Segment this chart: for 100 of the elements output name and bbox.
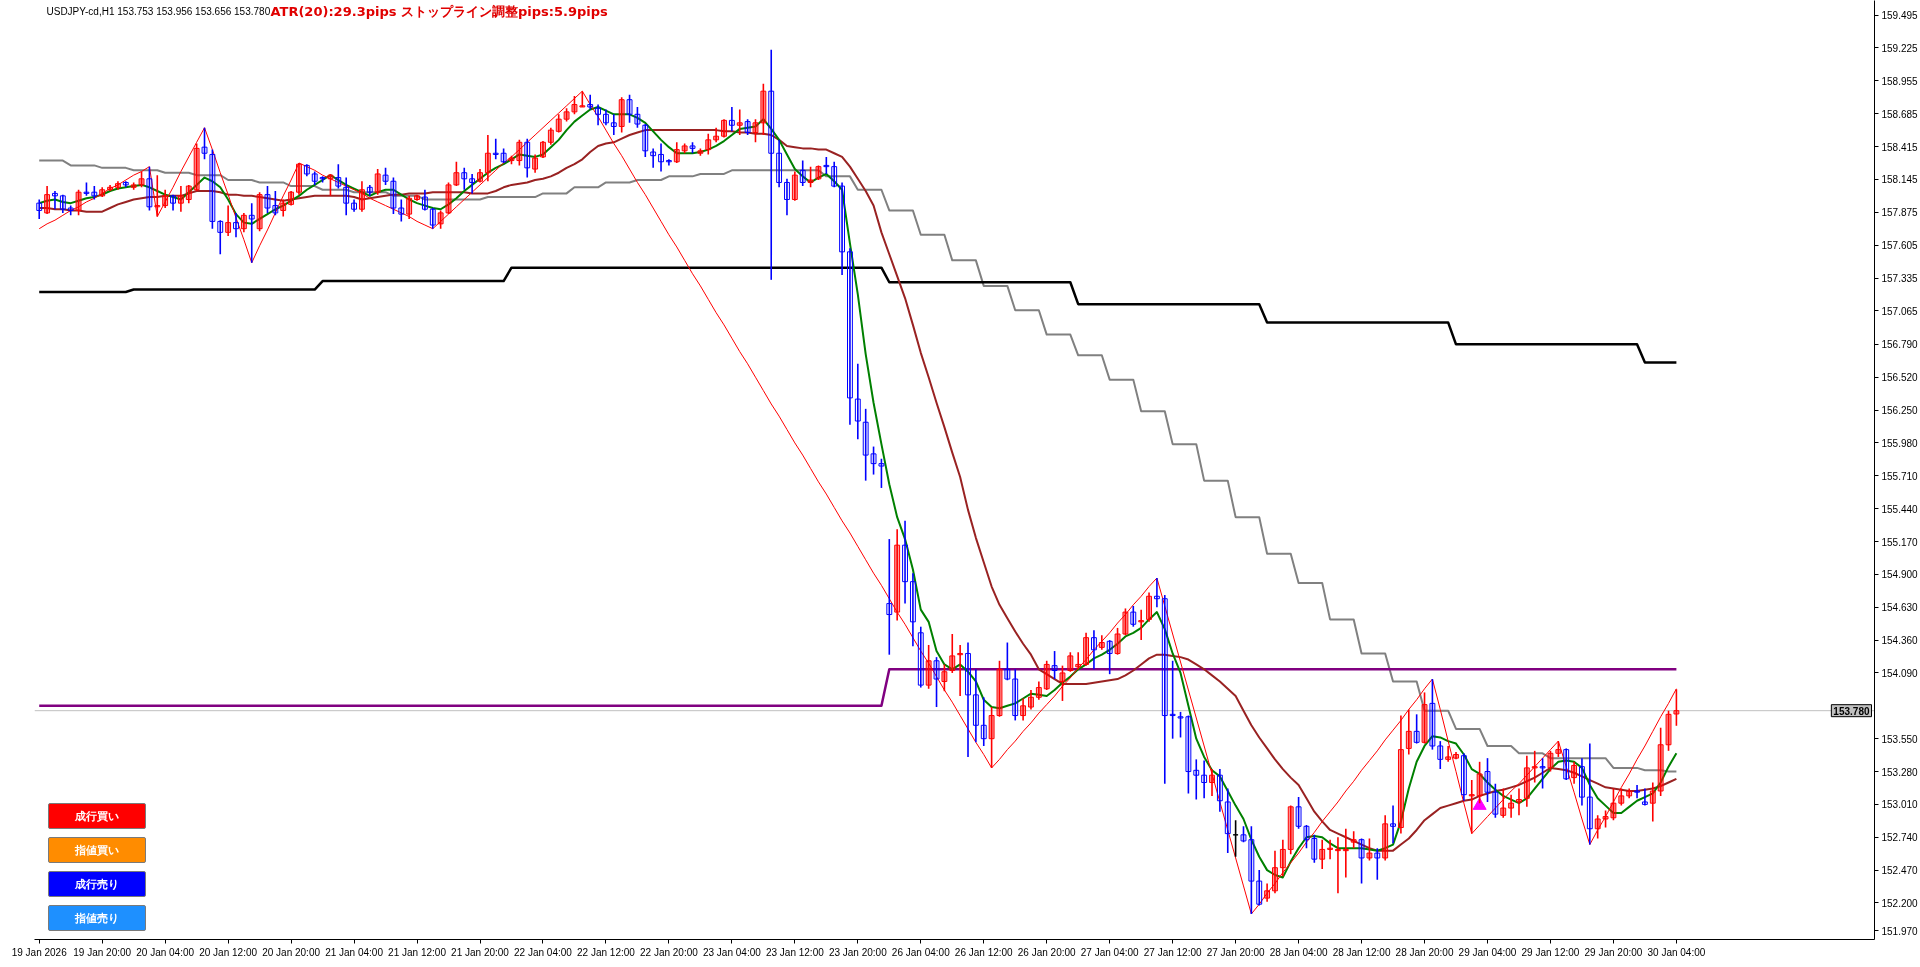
candlestick xyxy=(658,142,664,173)
candlestick xyxy=(1405,708,1412,756)
candlestick xyxy=(1051,650,1058,680)
y-tick-label: 156.250 xyxy=(1881,405,1919,417)
candlestick xyxy=(1083,631,1090,667)
candlestick xyxy=(162,188,169,209)
candlestick xyxy=(193,142,200,192)
candlestick xyxy=(1287,804,1294,856)
candlestick xyxy=(1382,814,1389,862)
x-tick-label: 23 Jan 12:00 xyxy=(765,946,825,958)
candlestick xyxy=(1390,804,1396,845)
candlestick xyxy=(902,520,908,605)
y-tick-label: 158.685 xyxy=(1881,108,1919,120)
candlestick xyxy=(469,173,476,195)
candlestick xyxy=(209,148,216,230)
y-tick-label: 158.145 xyxy=(1881,174,1919,186)
candlestick xyxy=(256,191,263,232)
y-tick-label: 152.470 xyxy=(1881,865,1919,877)
candlestick xyxy=(784,178,790,217)
candlestick xyxy=(1437,740,1444,770)
candlestick xyxy=(941,663,948,693)
candlestick xyxy=(721,118,727,139)
candlestick xyxy=(807,165,814,189)
candlestick xyxy=(398,198,405,223)
x-tick-label: 29 Jan 12:00 xyxy=(1521,946,1580,958)
x-tick-label: 28 Jan 04:00 xyxy=(1269,946,1328,958)
candlestick xyxy=(374,168,381,196)
candlestick xyxy=(1279,838,1286,878)
candlestick xyxy=(146,165,153,212)
x-tick-label: 21 Jan 12:00 xyxy=(388,946,447,958)
candlestick xyxy=(957,644,964,697)
candlestick xyxy=(603,108,609,127)
candlestick xyxy=(477,168,483,184)
candlestick xyxy=(650,147,657,169)
candlestick xyxy=(1484,757,1491,803)
candlestick xyxy=(1295,796,1302,830)
candlestick xyxy=(1539,757,1546,790)
x-tick-label: 21 Jan 04:00 xyxy=(325,946,384,958)
candlestick xyxy=(1571,761,1578,785)
candlestick xyxy=(1224,787,1231,854)
candlestick xyxy=(1146,591,1152,623)
candlestick xyxy=(909,572,916,647)
candlestick xyxy=(303,163,310,178)
candlestick xyxy=(484,134,491,183)
y-tick-label: 155.710 xyxy=(1881,470,1919,482)
candlestick xyxy=(114,180,121,191)
candlestick xyxy=(1130,605,1137,628)
x-tick-label: 26 Jan 04:00 xyxy=(891,946,951,958)
y-tick-label: 157.065 xyxy=(1881,305,1919,317)
candlestick xyxy=(1445,745,1452,763)
candlestick xyxy=(610,113,617,136)
y-tick-label: 155.170 xyxy=(1881,536,1919,548)
candlestick xyxy=(1665,709,1672,752)
candlestick xyxy=(1201,759,1208,800)
candlestick xyxy=(1594,814,1601,840)
candlestick xyxy=(288,190,295,207)
line-series xyxy=(37,266,1678,364)
candlestick xyxy=(1098,634,1105,651)
candlestick xyxy=(461,167,468,191)
candlestick xyxy=(1209,768,1215,797)
candlestick xyxy=(248,202,255,264)
candlestick xyxy=(296,162,302,196)
candlestick xyxy=(1020,697,1027,722)
candlestick xyxy=(1067,651,1074,673)
candlestick xyxy=(390,176,397,215)
candlestick xyxy=(736,108,743,136)
candlestick xyxy=(1138,608,1145,641)
candlestick xyxy=(201,126,208,161)
candlestick xyxy=(1641,787,1648,807)
candlestick xyxy=(1004,641,1011,682)
candlestick xyxy=(1358,837,1365,885)
candlestick xyxy=(406,195,413,220)
candlestick xyxy=(1319,838,1326,870)
candlestick xyxy=(996,659,1003,718)
y-tick-label: 158.955 xyxy=(1881,75,1919,87)
candlestick xyxy=(1193,758,1200,801)
candlestick xyxy=(44,185,51,215)
x-tick-label: 28 Jan 12:00 xyxy=(1332,946,1391,958)
candlestick xyxy=(1468,779,1475,835)
x-tick-label: 27 Jan 04:00 xyxy=(1080,946,1140,958)
candlestick xyxy=(107,184,113,192)
x-tick-label: 23 Jan 20:00 xyxy=(828,946,888,958)
candlestick xyxy=(177,185,184,213)
x-tick-label: 27 Jan 12:00 xyxy=(1143,946,1203,958)
y-tick-label: 154.900 xyxy=(1881,569,1919,581)
y-tick-label: 151.970 xyxy=(1881,925,1919,937)
candlestick xyxy=(1272,849,1278,895)
y-tick-label: 153.280 xyxy=(1881,766,1919,778)
candlestick xyxy=(673,141,680,164)
candlestick xyxy=(1374,847,1381,881)
line-series xyxy=(38,159,1678,773)
candlestick xyxy=(980,696,987,747)
candlestick xyxy=(972,668,979,744)
candlestick xyxy=(36,198,43,220)
candlestick xyxy=(595,103,602,127)
candlestick xyxy=(949,633,956,674)
candlestick xyxy=(1531,750,1538,784)
x-tick-label: 22 Jan 20:00 xyxy=(639,946,699,958)
y-tick-label: 159.225 xyxy=(1881,42,1919,54)
candlestick xyxy=(1397,714,1404,835)
